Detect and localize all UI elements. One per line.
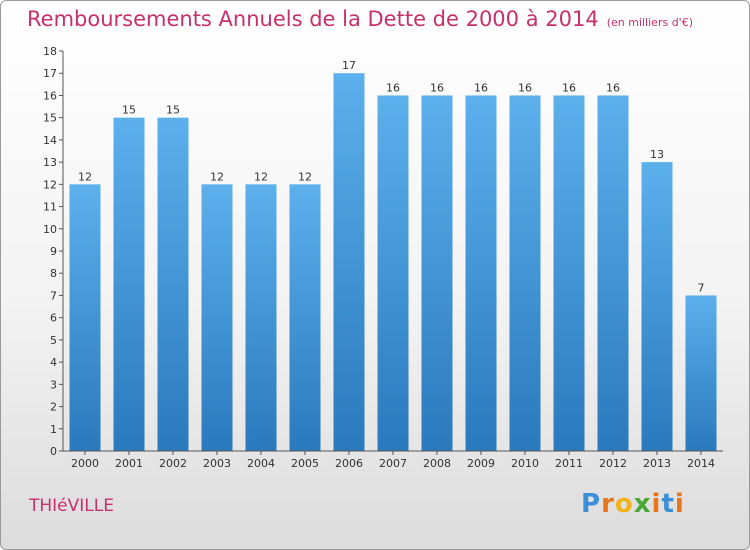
- y-tick-label: 15: [43, 112, 57, 125]
- chart-title-row: Remboursements Annuels de la Dette de 20…: [27, 7, 693, 31]
- value-label-2002: 15: [166, 104, 180, 117]
- value-label-2001: 15: [122, 104, 136, 117]
- value-label-2014: 7: [698, 281, 705, 294]
- y-tick-label: 13: [43, 156, 57, 169]
- x-tick-label-2006: 2006: [335, 457, 363, 470]
- y-tick-label: 7: [50, 289, 57, 302]
- logo-letter: r: [601, 489, 615, 519]
- y-tick-label: 5: [50, 334, 57, 347]
- x-tick-label-2002: 2002: [159, 457, 187, 470]
- bar-2014: [685, 295, 717, 451]
- bar-2013: [641, 162, 673, 451]
- y-tick-label: 17: [43, 67, 57, 80]
- x-tick-label-2000: 2000: [71, 457, 99, 470]
- value-label-2005: 12: [298, 170, 312, 183]
- commune-name: THIéVILLE: [29, 496, 114, 516]
- logo-letter: t: [661, 489, 675, 519]
- x-tick-label-2013: 2013: [643, 457, 671, 470]
- bar-2008: [421, 95, 453, 451]
- y-tick-label: 12: [43, 178, 57, 191]
- y-tick-label: 1: [50, 423, 57, 436]
- y-tick-label: 6: [50, 312, 57, 325]
- bar-2000: [69, 184, 101, 452]
- x-tick-label-2014: 2014: [687, 457, 715, 470]
- logo-letter: o: [614, 489, 634, 519]
- bar-2004: [245, 184, 277, 452]
- x-tick-label-2001: 2001: [115, 457, 143, 470]
- value-label-2004: 12: [254, 170, 268, 183]
- bar-2007: [377, 95, 409, 451]
- y-tick-label: 10: [43, 223, 57, 236]
- value-label-2003: 12: [210, 170, 224, 183]
- bar-2003: [201, 184, 233, 452]
- value-label-2000: 12: [78, 170, 92, 183]
- bar-2001: [113, 117, 145, 452]
- chart-title: Remboursements Annuels de la Dette de 20…: [27, 7, 599, 31]
- x-tick-label-2004: 2004: [247, 457, 275, 470]
- value-label-2006: 17: [342, 59, 356, 72]
- y-tick-label: 9: [50, 245, 57, 258]
- bar-2006: [333, 73, 365, 451]
- logo-letter: x: [633, 489, 652, 519]
- x-tick-label-2009: 2009: [467, 457, 495, 470]
- x-tick-label-2005: 2005: [291, 457, 319, 470]
- value-label-2013: 13: [650, 148, 664, 161]
- y-tick-label: 2: [50, 401, 57, 414]
- x-tick-label-2011: 2011: [555, 457, 583, 470]
- bar-2009: [465, 95, 497, 451]
- y-tick-label: 3: [50, 378, 57, 391]
- y-tick-label: 14: [43, 134, 57, 147]
- y-tick-label: 16: [43, 89, 57, 102]
- x-tick-label-2007: 2007: [379, 457, 407, 470]
- x-tick-label-2008: 2008: [423, 457, 451, 470]
- bar-2010: [509, 95, 541, 451]
- bar-2011: [553, 95, 585, 451]
- x-tick-label-2003: 2003: [203, 457, 231, 470]
- bar-2005: [289, 184, 321, 452]
- chart-subtitle: (en milliers d'€): [606, 16, 693, 29]
- proxiti-logo[interactable]: Proxiti: [581, 489, 685, 519]
- y-tick-label: 11: [43, 201, 57, 214]
- value-label-2010: 16: [518, 81, 532, 94]
- logo-letter: i: [674, 489, 685, 519]
- y-tick-label: 18: [43, 45, 57, 58]
- value-label-2008: 16: [430, 81, 444, 94]
- value-label-2009: 16: [474, 81, 488, 94]
- bar-2002: [157, 117, 189, 452]
- y-tick-label: 0: [50, 445, 57, 458]
- logo-letter: P: [581, 489, 602, 519]
- value-label-2012: 16: [606, 81, 620, 94]
- logo-letter: i: [651, 489, 662, 519]
- x-tick-label-2010: 2010: [511, 457, 539, 470]
- value-label-2007: 16: [386, 81, 400, 94]
- bar-2012: [597, 95, 629, 451]
- value-label-2011: 16: [562, 81, 576, 94]
- x-tick-label-2012: 2012: [599, 457, 627, 470]
- y-tick-label: 8: [50, 267, 57, 280]
- y-tick-label: 4: [50, 356, 57, 369]
